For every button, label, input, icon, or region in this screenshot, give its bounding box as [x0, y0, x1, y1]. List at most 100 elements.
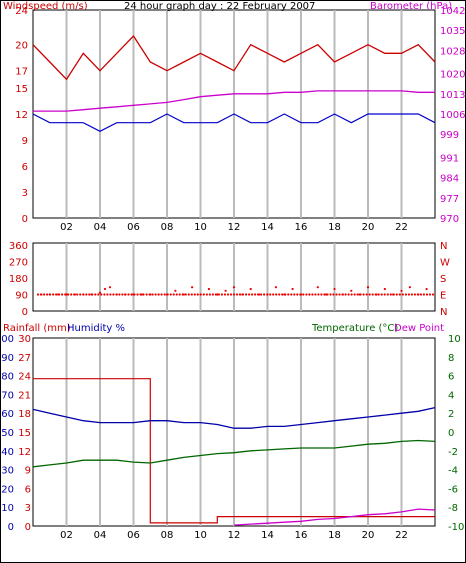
dewpoint-axis-label: Dew Point — [394, 323, 444, 334]
temperature-tick-label: -4 — [448, 466, 458, 477]
direction-degree-label: 90 — [15, 291, 28, 302]
direction-point — [224, 289, 227, 292]
temperature-line — [32, 439, 436, 468]
direction-point — [281, 293, 284, 296]
rain-y-ticks: 0 3 6 9 12 15 18 21 24 27 30 — [18, 334, 31, 533]
direction-point — [205, 293, 208, 296]
direction-point — [202, 293, 205, 296]
direction-point — [175, 293, 178, 296]
direction-y-ticks: 0 90 180 270 360 — [9, 241, 28, 318]
rainfall-line — [33, 378, 435, 524]
rainfall-tick-label: 27 — [18, 353, 31, 364]
direction-point — [275, 293, 278, 296]
rainfall-tick-label: 30 — [18, 334, 31, 345]
direction-point — [314, 293, 317, 296]
direction-point — [55, 293, 58, 296]
direction-point — [191, 286, 194, 289]
x-tick-label: 22 — [395, 222, 408, 233]
humidity-tick-label: 100 — [0, 334, 14, 345]
direction-point — [341, 293, 344, 296]
direction-point — [362, 293, 365, 296]
x-tick-label: 02 — [60, 530, 73, 541]
direction-point — [410, 293, 413, 296]
direction-point — [380, 293, 383, 296]
x-tick-label: 16 — [295, 222, 308, 233]
direction-point — [106, 293, 109, 296]
direction-point — [52, 293, 55, 296]
rainfall-tick-label: 9 — [25, 466, 31, 477]
direction-point — [325, 293, 328, 296]
direction-point — [249, 287, 252, 291]
windspeed-line — [32, 34, 436, 81]
windspeed-axis-label: Windspeed (m/s) — [3, 1, 88, 12]
direction-point — [266, 293, 269, 296]
rain-x-ticks: 02 04 06 08 10 12 14 16 18 20 22 — [60, 530, 408, 541]
temperature-tick-label: -8 — [448, 503, 458, 514]
direction-point — [338, 293, 341, 296]
direction-point — [404, 293, 407, 296]
direction-point — [400, 289, 403, 292]
windspeed-tick-label: 9 — [22, 136, 28, 147]
direction-point — [428, 293, 432, 296]
x-tick-label: 10 — [194, 222, 207, 233]
direction-point — [401, 293, 404, 296]
direction-point — [238, 293, 242, 296]
direction-point — [67, 293, 70, 296]
direction-point — [109, 293, 112, 296]
rainfall-tick-label: 15 — [18, 428, 31, 439]
x-tick-label: 12 — [228, 530, 241, 541]
direction-point — [136, 293, 139, 296]
temperature-axis-label: Temperature (°C) — [311, 323, 398, 334]
direction-point — [103, 293, 106, 296]
direction-point — [208, 293, 211, 296]
direction-point — [82, 293, 85, 296]
x-tick-label: 22 — [395, 530, 408, 541]
direction-compass-label: N — [440, 241, 447, 252]
direction-point — [407, 293, 410, 296]
windspeed-tick-label: 20 — [15, 41, 28, 52]
direction-point — [316, 286, 319, 289]
windspeed-tick-label: 12 — [15, 110, 28, 121]
direction-point — [112, 293, 115, 296]
direction-point — [57, 293, 60, 296]
direction-point — [127, 293, 130, 296]
direction-point — [299, 293, 303, 296]
barometer-tick-label: 977 — [440, 194, 459, 205]
direction-point — [193, 293, 196, 296]
wind-average-line — [32, 113, 436, 132]
humidity-tick-label: 50 — [1, 428, 14, 439]
x-tick-label: 12 — [228, 222, 241, 233]
direction-point — [118, 293, 121, 296]
direction-point — [220, 293, 223, 296]
direction-point — [356, 293, 359, 296]
direction-grid — [65, 243, 403, 311]
temperature-tick-label: -2 — [448, 447, 458, 458]
direction-point — [169, 293, 172, 296]
direction-point — [358, 293, 361, 296]
temperature-tick-label: -10 — [448, 522, 464, 533]
direction-point — [76, 293, 79, 296]
direction-point — [425, 293, 429, 296]
direction-point — [278, 293, 281, 296]
temperature-tick-label: -6 — [448, 484, 458, 495]
direction-point — [165, 293, 169, 296]
direction-point — [40, 293, 43, 296]
direction-point — [260, 293, 263, 296]
x-tick-label: 02 — [60, 222, 73, 233]
humidity-axis-label: Humidity % — [67, 323, 125, 334]
windspeed-tick-label: 24 — [15, 6, 28, 17]
direction-point — [308, 293, 311, 296]
barometer-tick-label: 1020 — [440, 70, 465, 81]
rainfall-tick-label: 21 — [18, 390, 31, 401]
direction-point — [377, 293, 380, 296]
direction-point — [353, 293, 356, 296]
direction-degree-label: 270 — [9, 258, 28, 269]
direction-point — [121, 293, 124, 296]
direction-point — [235, 293, 239, 296]
direction-point — [389, 293, 392, 296]
direction-degree-label: 360 — [9, 241, 28, 252]
direction-point — [293, 293, 296, 296]
direction-point — [332, 293, 335, 296]
